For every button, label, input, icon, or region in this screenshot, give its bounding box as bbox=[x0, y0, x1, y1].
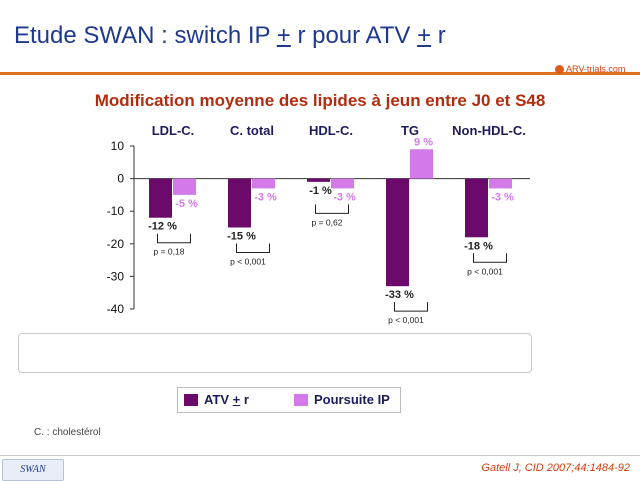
data-label-ip: -3 % bbox=[491, 191, 514, 203]
pvalue-bracket bbox=[236, 243, 270, 253]
data-label-atv: -15 % bbox=[227, 231, 256, 243]
pvalue-label: p = 0,62 bbox=[312, 217, 343, 227]
logo-icon bbox=[555, 65, 564, 75]
y-tick-label: 0 bbox=[117, 172, 124, 186]
category-label: LDL-C. bbox=[152, 123, 195, 138]
bar-atv bbox=[465, 178, 488, 238]
bar-ip bbox=[173, 178, 196, 195]
data-label-atv: -33 % bbox=[385, 289, 414, 301]
bar-atv bbox=[228, 178, 251, 228]
legend-item-ip: Poursuite IP bbox=[294, 392, 390, 407]
title-part: r pour ATV bbox=[290, 22, 418, 49]
study-tag: SWAN bbox=[2, 459, 64, 481]
category-label: HDL-C. bbox=[309, 123, 353, 138]
data-label-atv: -18 % bbox=[464, 240, 493, 252]
y-tick-label: -40 bbox=[107, 302, 125, 316]
pvalue-label: p = 0,18 bbox=[154, 247, 185, 257]
title-divider bbox=[0, 72, 640, 75]
chart-legend: ATV + r Poursuite IP bbox=[177, 387, 401, 413]
pvalue-bracket bbox=[394, 302, 428, 312]
reference-citation: Gatell J, CID 2007;44:1484-92 bbox=[481, 462, 630, 474]
footer-divider bbox=[0, 455, 640, 456]
y-tick-label: -10 bbox=[107, 204, 125, 218]
data-label-ip: -3 % bbox=[333, 191, 356, 203]
pvalue-label: p < 0,001 bbox=[388, 315, 424, 325]
title-part: r bbox=[431, 22, 446, 49]
legend-swatch-ip bbox=[294, 394, 308, 406]
pvalue-bracket bbox=[473, 253, 507, 263]
bar-ip bbox=[410, 149, 433, 179]
legend-label-atv: ATV bbox=[204, 392, 233, 407]
title-part: Etude SWAN : switch IP bbox=[14, 22, 277, 49]
legend-label-r: r bbox=[240, 392, 249, 407]
data-label-atv: -1 % bbox=[309, 185, 332, 197]
category-label: C. total bbox=[230, 123, 274, 138]
bar-atv bbox=[307, 178, 330, 182]
y-tick-label: 10 bbox=[111, 139, 125, 153]
data-label-atv: -12 % bbox=[148, 221, 177, 233]
title-plus-2: + bbox=[417, 22, 432, 49]
data-label-ip: -3 % bbox=[254, 191, 277, 203]
legend-label-ip: Poursuite IP bbox=[314, 392, 390, 407]
pvalue-bracket bbox=[157, 233, 191, 244]
arv-trials-logo: ARV-trials.com bbox=[555, 64, 637, 78]
category-label: Non-HDL-C. bbox=[452, 123, 526, 138]
mean-values-table bbox=[18, 333, 532, 373]
pvalue-label: p < 0,001 bbox=[230, 257, 266, 267]
y-tick-label: -20 bbox=[107, 237, 125, 251]
bar-ip bbox=[489, 178, 512, 189]
data-label-ip: -5 % bbox=[175, 198, 198, 210]
title-plus-1: + bbox=[276, 22, 291, 49]
footnote: C. : cholestérol bbox=[34, 427, 101, 438]
slide-title: Etude SWAN : switch IP + r pour ATV + r bbox=[14, 22, 446, 50]
pvalue-label: p < 0,001 bbox=[467, 266, 503, 276]
bar-ip bbox=[331, 178, 354, 189]
bar-atv bbox=[386, 178, 409, 287]
legend-swatch-atv bbox=[184, 394, 198, 406]
data-label-ip: 9 % bbox=[414, 136, 433, 148]
bar-atv bbox=[149, 178, 172, 218]
logo-text: ARV-trials.com bbox=[566, 64, 626, 74]
category-label: TG bbox=[401, 123, 419, 138]
y-tick-label: -30 bbox=[107, 269, 125, 283]
legend-item-atv: ATV + r bbox=[184, 392, 249, 407]
legend-plus: + bbox=[232, 392, 241, 407]
bar-ip bbox=[252, 178, 275, 189]
chart-title: Modification moyenne des lipides à jeun … bbox=[94, 91, 546, 110]
pvalue-bracket bbox=[315, 204, 349, 214]
